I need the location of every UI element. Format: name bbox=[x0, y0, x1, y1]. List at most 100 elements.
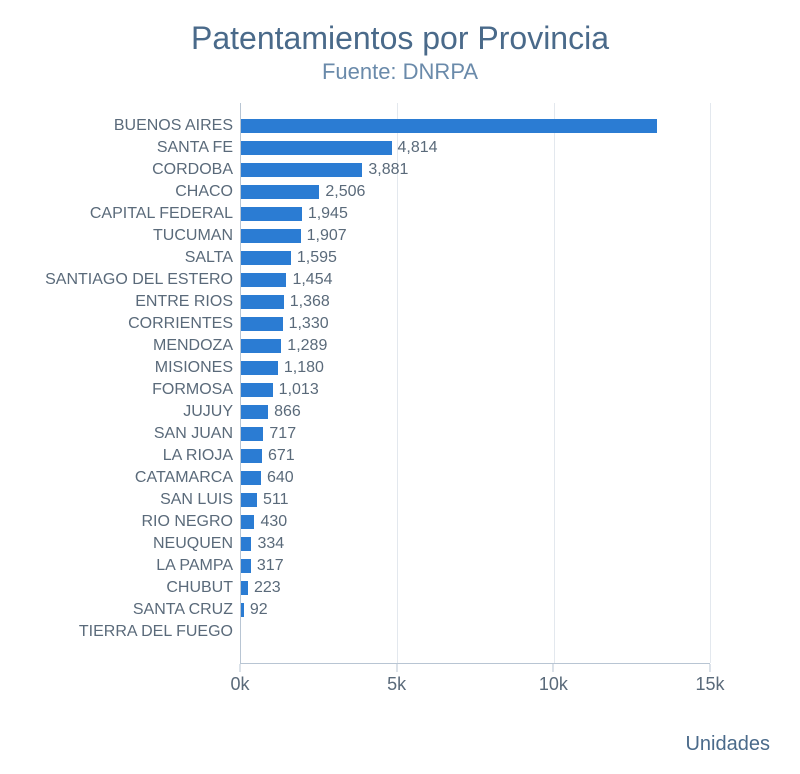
bar-row: CHUBUT223 bbox=[241, 577, 710, 599]
bar-row: ENTRE RIOS1,368 bbox=[241, 291, 710, 313]
bar bbox=[241, 207, 302, 221]
bar-row: MISIONES1,180 bbox=[241, 357, 710, 379]
bar-row: LA PAMPA317 bbox=[241, 555, 710, 577]
bar-row: LA RIOJA671 bbox=[241, 445, 710, 467]
bar bbox=[241, 361, 278, 375]
x-tick-label: 15k bbox=[695, 674, 724, 695]
category-label: SALTA bbox=[185, 249, 241, 267]
bar bbox=[241, 339, 281, 353]
bar-value-label: 717 bbox=[263, 425, 296, 443]
bar-row: CORRIENTES1,330 bbox=[241, 313, 710, 335]
x-axis-title: Unidades bbox=[685, 733, 770, 756]
bar-row: TIERRA DEL FUEGO bbox=[241, 621, 710, 643]
bar-row: CATAMARCA640 bbox=[241, 467, 710, 489]
bar-row: FORMOSA1,013 bbox=[241, 379, 710, 401]
bar-value-label: 4,814 bbox=[392, 139, 438, 157]
category-label: CORRIENTES bbox=[128, 315, 241, 333]
category-label: CAPITAL FEDERAL bbox=[90, 205, 241, 223]
bar bbox=[241, 141, 392, 155]
bar-row: CHACO2,506 bbox=[241, 181, 710, 203]
category-label: SANTA CRUZ bbox=[133, 601, 241, 619]
x-tick-mark bbox=[710, 664, 711, 672]
bar-value-label: 1,454 bbox=[286, 271, 332, 289]
bar-row: RIO NEGRO430 bbox=[241, 511, 710, 533]
bar-row: SANTA FE4,814 bbox=[241, 137, 710, 159]
bar-value-label: 1,330 bbox=[283, 315, 329, 333]
bar-row: SANTA CRUZ92 bbox=[241, 599, 710, 621]
x-tick-label: 0k bbox=[230, 674, 249, 695]
x-tick: 15k bbox=[695, 664, 724, 695]
bar bbox=[241, 493, 257, 507]
category-label: CHUBUT bbox=[166, 579, 241, 597]
x-tick: 10k bbox=[539, 664, 568, 695]
bar-row: SALTA1,595 bbox=[241, 247, 710, 269]
bar bbox=[241, 559, 251, 573]
bar bbox=[241, 449, 262, 463]
bar-row: JUJUY866 bbox=[241, 401, 710, 423]
bar-row: SANTIAGO DEL ESTERO1,454 bbox=[241, 269, 710, 291]
bar-value-label: 92 bbox=[244, 601, 268, 619]
bar-value-label: 334 bbox=[251, 535, 284, 553]
bar-value-label: 1,013 bbox=[273, 381, 319, 399]
bar-value-label: 1,180 bbox=[278, 359, 324, 377]
bar-value-label: 1,368 bbox=[284, 293, 330, 311]
x-tick: 0k bbox=[230, 664, 249, 695]
bar-value-label: 1,595 bbox=[291, 249, 337, 267]
category-label: LA RIOJA bbox=[163, 447, 241, 465]
bar bbox=[241, 471, 261, 485]
chart-title: Patentamientos por Provincia bbox=[30, 20, 770, 57]
category-label: SAN JUAN bbox=[154, 425, 241, 443]
category-label: SANTA FE bbox=[157, 139, 241, 157]
bar bbox=[241, 581, 248, 595]
bar-row: BUENOS AIRES bbox=[241, 115, 710, 137]
bar-value-label: 1,907 bbox=[301, 227, 347, 245]
bar bbox=[241, 229, 301, 243]
category-label: JUJUY bbox=[183, 403, 241, 421]
x-tick-label: 10k bbox=[539, 674, 568, 695]
bar bbox=[241, 515, 254, 529]
bar-value-label: 866 bbox=[268, 403, 301, 421]
x-tick-mark bbox=[239, 664, 240, 672]
x-tick-label: 5k bbox=[387, 674, 406, 695]
bar-value-label: 430 bbox=[254, 513, 287, 531]
category-label: TIERRA DEL FUEGO bbox=[79, 623, 241, 641]
bar bbox=[241, 185, 319, 199]
category-label: CHACO bbox=[175, 183, 241, 201]
bars-group: BUENOS AIRESSANTA FE4,814CORDOBA3,881CHA… bbox=[241, 115, 710, 643]
gridline bbox=[710, 103, 711, 663]
bar-row: SAN LUIS511 bbox=[241, 489, 710, 511]
x-axis: 0k5k10k15k bbox=[240, 663, 710, 697]
bar-value-label: 640 bbox=[261, 469, 294, 487]
category-label: MISIONES bbox=[155, 359, 241, 377]
bar-value-label: 511 bbox=[257, 491, 289, 509]
bar bbox=[241, 295, 284, 309]
plot-area: BUENOS AIRESSANTA FE4,814CORDOBA3,881CHA… bbox=[240, 103, 710, 663]
category-label: MENDOZA bbox=[153, 337, 241, 355]
x-tick: 5k bbox=[387, 664, 406, 695]
bar bbox=[241, 251, 291, 265]
bar bbox=[241, 273, 286, 287]
category-label: SAN LUIS bbox=[160, 491, 241, 509]
bar-value-label: 1,289 bbox=[281, 337, 327, 355]
x-tick-mark bbox=[553, 664, 554, 672]
category-label: CORDOBA bbox=[152, 161, 241, 179]
bar bbox=[241, 383, 273, 397]
bar-row: SAN JUAN717 bbox=[241, 423, 710, 445]
bar-value-label: 2,506 bbox=[319, 183, 365, 201]
bar-row: CAPITAL FEDERAL1,945 bbox=[241, 203, 710, 225]
category-label: NEUQUEN bbox=[153, 535, 241, 553]
bar-row: MENDOZA1,289 bbox=[241, 335, 710, 357]
bar bbox=[241, 427, 263, 441]
bar-row: TUCUMAN1,907 bbox=[241, 225, 710, 247]
category-label: ENTRE RIOS bbox=[135, 293, 241, 311]
category-label: TUCUMAN bbox=[153, 227, 241, 245]
chart-subtitle: Fuente: DNRPA bbox=[30, 59, 770, 85]
bar-value-label: 671 bbox=[262, 447, 295, 465]
bar-row: NEUQUEN334 bbox=[241, 533, 710, 555]
bar bbox=[241, 537, 251, 551]
bar-value-label: 3,881 bbox=[362, 161, 408, 179]
bar-value-label: 223 bbox=[248, 579, 281, 597]
bar-row: CORDOBA3,881 bbox=[241, 159, 710, 181]
x-tick-mark bbox=[396, 664, 397, 672]
bar bbox=[241, 317, 283, 331]
